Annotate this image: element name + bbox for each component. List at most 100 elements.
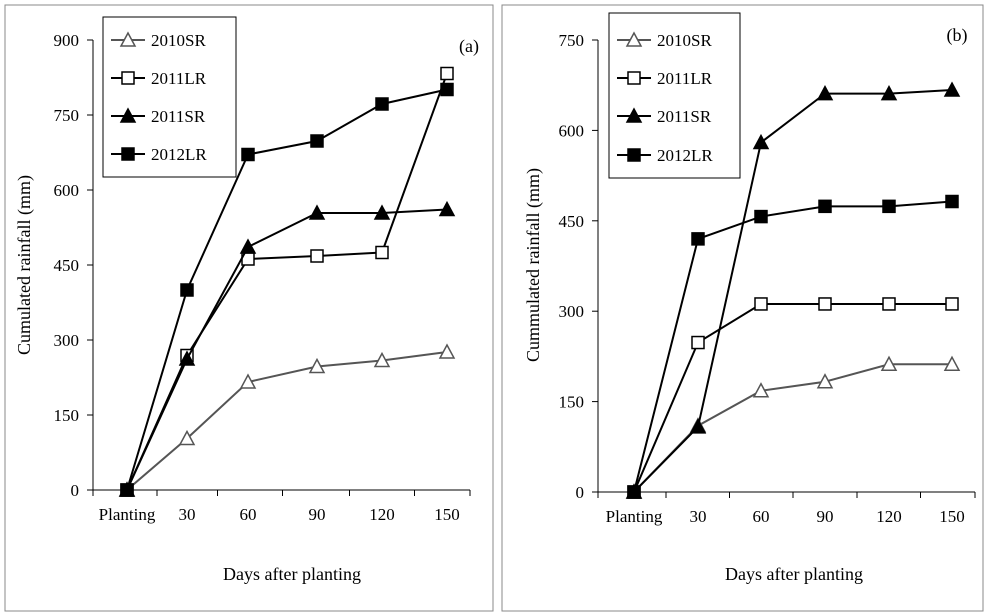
- panel-a-data-point-shape: [178, 429, 196, 446]
- panel-a-data-point-shape: [373, 204, 391, 220]
- panel-b-x-tick-label: 30: [690, 507, 707, 526]
- panel-a-x-tick-label: 30: [179, 505, 196, 524]
- panel-a-data-point: [438, 200, 456, 217]
- panel-a-legend-label: 2012LR: [151, 145, 207, 164]
- panel-b-data-point: [752, 382, 770, 398]
- panel-b-data-point: [882, 199, 896, 214]
- panel-b-data-point: [627, 485, 641, 499]
- panel-a-data-point: [440, 82, 454, 97]
- panel-b-legend-marker: [627, 71, 641, 85]
- panel-b-panel-label: (b): [947, 25, 968, 46]
- panel-b-x-axis-title: Days after planting: [725, 564, 863, 584]
- panel-b-x-tick-label: 60: [753, 507, 770, 526]
- panel-b-data-point-shape: [945, 194, 959, 209]
- panel-b-legend-label: 2011SR: [657, 107, 712, 126]
- panel-b-legend-label: 2010SR: [657, 31, 712, 50]
- panel-a-y-tick-label: 450: [54, 256, 80, 275]
- panel-b-legend-label: 2012LR: [657, 146, 713, 165]
- panel-b-frame: [501, 4, 984, 612]
- panel-b-y-tick-label: 0: [576, 483, 585, 502]
- panel-b-data-point-shape: [816, 85, 834, 101]
- panel-a-legend-marker: [121, 71, 135, 85]
- panel-b-data-point-shape: [816, 373, 834, 389]
- panel-a-series-2012lr: [120, 82, 454, 497]
- panel-b-data-point-shape: [880, 85, 898, 101]
- panel-b-data-point: [943, 81, 961, 97]
- panel-a-series-line: [126, 208, 448, 491]
- panel-a-legend-marker-shape: [119, 107, 137, 123]
- panel-a-x-tick-label: 120: [369, 505, 395, 524]
- panel-b-y-tick-label: 600: [559, 121, 585, 140]
- panel-b: 0 150 300 450 600 750 Planting 30 60 90 120 150 Cumm…: [501, 4, 984, 612]
- panel-b-data-point: [882, 297, 896, 311]
- panel-a-y-axis-title: Cumulated rainfall (mm): [14, 175, 35, 355]
- panel-a-legend-marker: [119, 107, 137, 123]
- panel-b-data-point-shape: [752, 133, 770, 150]
- panel-b-x-tick-label: 90: [817, 507, 834, 526]
- panel-b-y-tick-label: 150: [559, 393, 585, 412]
- panel-a-x-axis-title: Days after planting: [223, 564, 361, 584]
- panel-a-data-point-shape: [178, 350, 196, 366]
- panel-a-data-point: [310, 249, 324, 263]
- panel-a-data-point-shape: [310, 249, 324, 263]
- panel-a-data-point-shape: [239, 238, 257, 254]
- panel-a-y-tick-label: 600: [54, 181, 80, 200]
- panel-b-legend: 2010SR 2011LR 2011SR 2012LR: [608, 12, 741, 179]
- panel-a-data-point-shape: [440, 66, 454, 81]
- panel-a-x-tick-label: 90: [309, 505, 326, 524]
- panel-a-legend-marker: [119, 31, 137, 47]
- panel-b-data-point: [945, 194, 959, 209]
- panel-b-data-point-shape: [754, 209, 768, 224]
- panel-a-data-point: [438, 343, 456, 359]
- panel-b-data-point-shape: [754, 297, 768, 311]
- panel-b-data-point: [945, 297, 959, 311]
- panel-b-data-point-shape: [943, 355, 961, 371]
- panel-b-data-point-shape: [691, 232, 705, 246]
- panel-b-data-point: [880, 85, 898, 101]
- panel-b-data-point: [943, 355, 961, 371]
- panel-b-series-2012lr: [627, 194, 959, 499]
- panel-b-y-tick-label: 300: [559, 302, 585, 321]
- panel-a-data-point-shape: [239, 373, 257, 389]
- panel-b-x-tick-label: 120: [876, 507, 902, 526]
- panel-a-data-point-shape: [373, 351, 391, 368]
- panel-a-series-line: [126, 73, 448, 491]
- panel-a-data-point-shape: [241, 147, 255, 162]
- panel-a-series-line: [126, 88, 448, 491]
- panel-b-data-point-shape: [882, 297, 896, 311]
- panel-b-data-point: [689, 418, 707, 434]
- panel-a-legend-label: 2010SR: [151, 31, 206, 50]
- panel-a-x-tick-label: Planting: [99, 505, 156, 524]
- panel-a-data-point: [310, 134, 324, 148]
- panel-b-data-point-shape: [945, 297, 959, 311]
- panel-b-x-tick-label: Planting: [606, 507, 663, 526]
- panel-a-data-point: [373, 204, 391, 220]
- panel-a: 0 150 300 450 600 750 900 Planting 30 60 90 120 150 C…: [4, 4, 494, 612]
- panel-b-series-line: [633, 89, 953, 493]
- panel-b-data-point-shape: [752, 382, 770, 398]
- panel-a-data-point: [180, 283, 194, 297]
- panel-a-legend-marker: [121, 147, 135, 161]
- panel-a-data-point-shape: [438, 200, 456, 217]
- panel-a-data-point: [178, 429, 196, 446]
- panel-b-data-point: [754, 209, 768, 224]
- panel-a-legend-marker-shape: [121, 147, 135, 161]
- panel-b-y-axis-title: Cummulated rainfall (mm): [523, 168, 544, 362]
- panel-b-data-point: [880, 355, 898, 371]
- panel-b-legend-marker-shape: [627, 148, 641, 162]
- panel-a-legend: 2010SR 2011LR 2011SR 2012LR: [102, 16, 237, 178]
- panel-b-data-point-shape: [943, 81, 961, 97]
- panel-a-data-point-shape: [438, 343, 456, 359]
- panel-b-legend-marker-shape: [627, 71, 641, 85]
- panel-b-data-point-shape: [880, 355, 898, 371]
- panel-a-data-point: [375, 245, 389, 260]
- panel-a-y-tick-label: 300: [54, 331, 80, 350]
- panel-a-data-point: [178, 350, 196, 366]
- panel-a-legend-marker-shape: [119, 31, 137, 47]
- panel-b-data-point: [752, 133, 770, 150]
- panel-b-legend-marker: [625, 31, 643, 47]
- panel-b-data-point: [818, 199, 832, 214]
- panel-a-data-point: [239, 238, 257, 254]
- panel-a-data-point: [440, 66, 454, 81]
- panel-a-data-point: [308, 204, 326, 220]
